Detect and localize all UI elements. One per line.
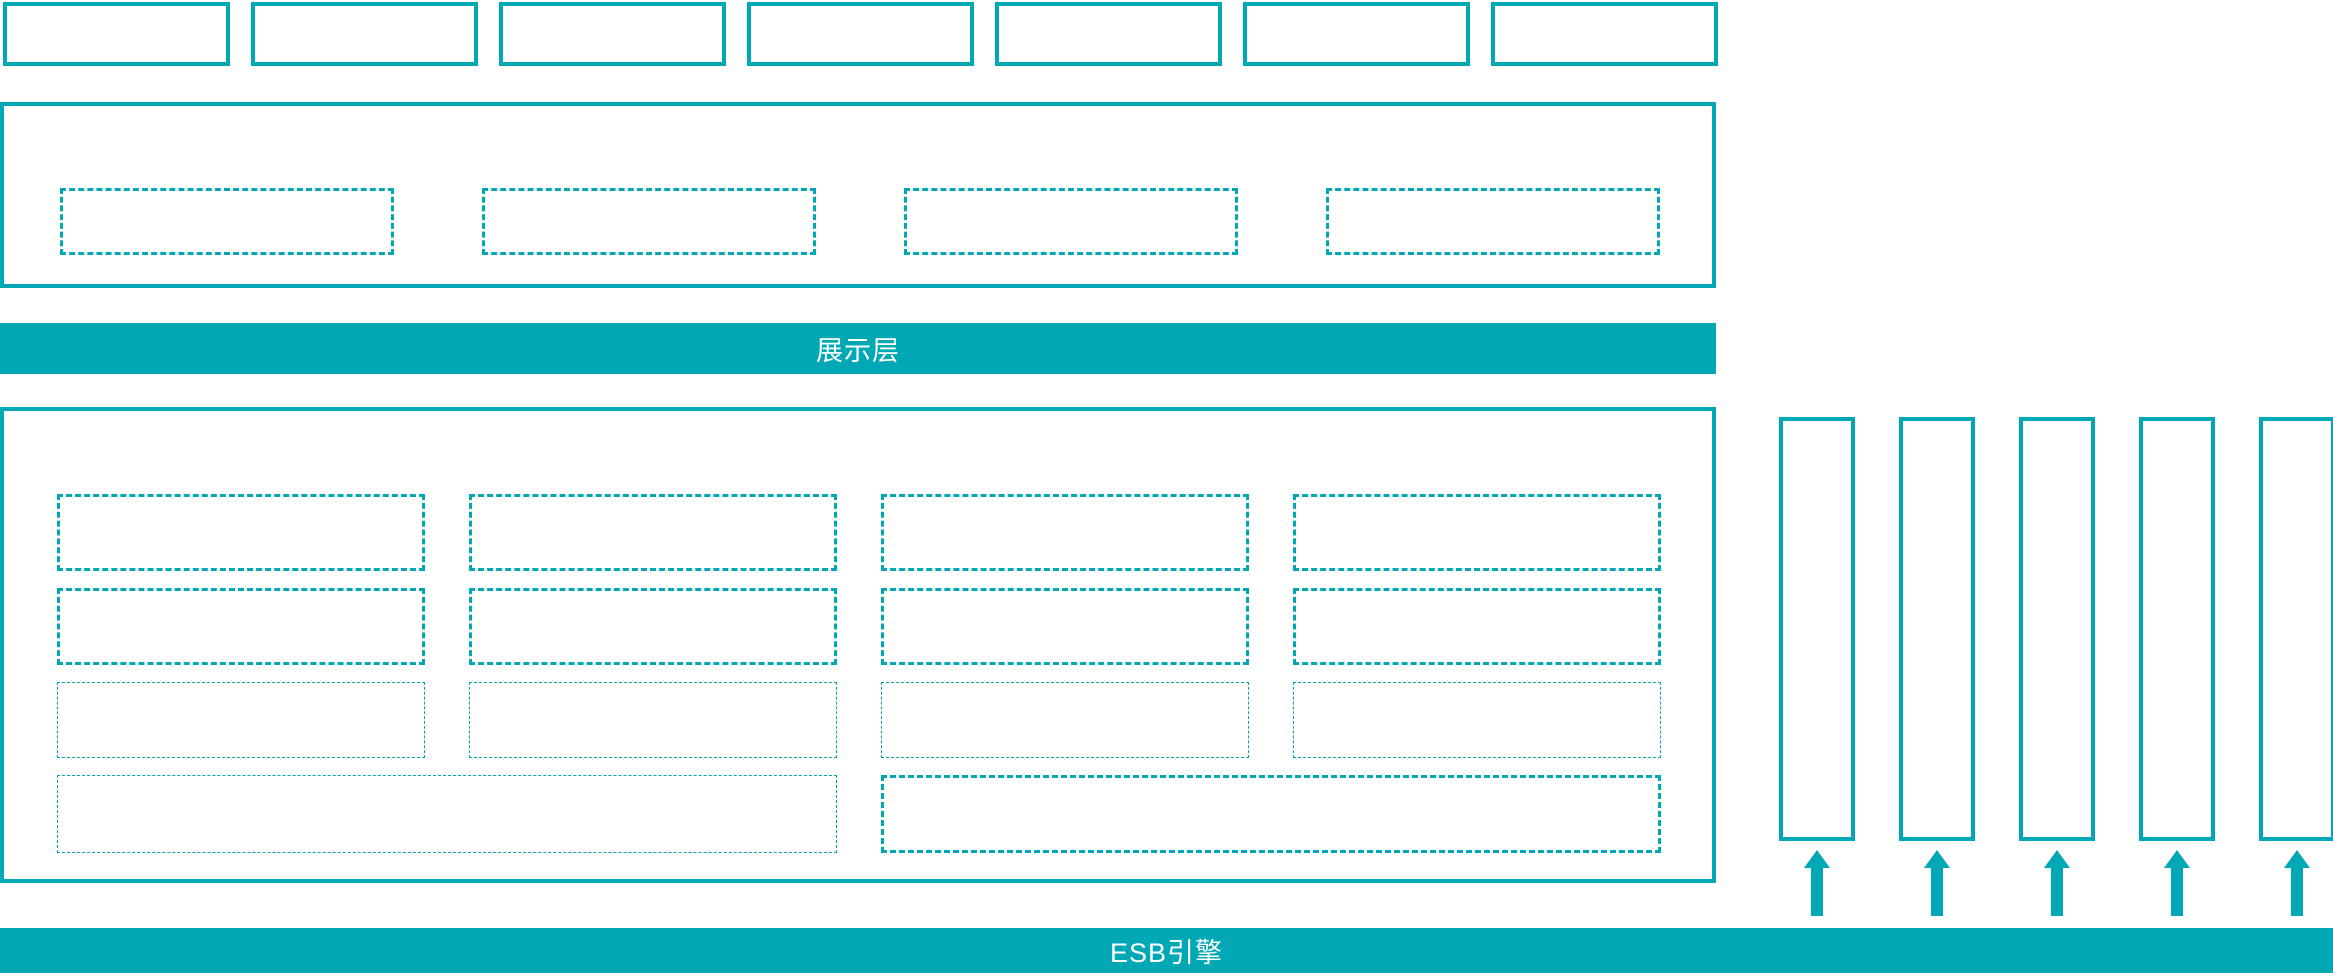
service-module-box [881, 494, 1249, 571]
up-arrow-icon [2044, 850, 2070, 916]
top-row-box [499, 2, 726, 66]
service-wide-box [57, 775, 837, 853]
service-module-box [469, 494, 837, 571]
channel-box [2139, 417, 2215, 841]
channel-column [2019, 417, 2095, 916]
presentation-layer-banner-label: 展示层 [816, 336, 900, 366]
service-module-box [57, 494, 425, 571]
service-group-box [0, 407, 1716, 883]
presentation-inner-row [60, 188, 1660, 255]
presentation-module-box [482, 188, 816, 255]
up-arrow-icon [2164, 850, 2190, 916]
top-row-box [995, 2, 1222, 66]
up-arrow-icon [1804, 850, 1830, 916]
top-row-box [251, 2, 478, 66]
service-module-box [1293, 682, 1661, 758]
presentation-module-box [1326, 188, 1660, 255]
channel-box [1899, 417, 1975, 841]
top-row-box [3, 2, 230, 66]
top-row-box [747, 2, 974, 66]
channel-column [1899, 417, 1975, 916]
service-module-box [1293, 588, 1661, 665]
up-arrow-icon [2284, 850, 2310, 916]
service-grid [57, 494, 1661, 853]
service-module-box [469, 588, 837, 665]
esb-engine-banner-label: ESB引擎 [1109, 938, 1224, 968]
presentation-module-box [904, 188, 1238, 255]
right-channel-columns [1779, 417, 2333, 916]
channel-column [2139, 417, 2215, 916]
presentation-module-box [60, 188, 394, 255]
service-module-box [881, 588, 1249, 665]
top-row [3, 2, 1718, 66]
esb-engine-banner: ESB引擎 [0, 928, 2333, 973]
presentation-layer-banner: 展示层 [0, 323, 1716, 374]
channel-box [1779, 417, 1855, 841]
service-module-box [881, 682, 1249, 758]
service-module-box [469, 682, 837, 758]
service-module-box [57, 682, 425, 758]
channel-box [2019, 417, 2095, 841]
channel-column [2259, 417, 2333, 916]
up-arrow-icon [1924, 850, 1950, 916]
service-module-box [1293, 494, 1661, 571]
top-row-box [1491, 2, 1718, 66]
service-wide-box [881, 775, 1661, 853]
channel-column [1779, 417, 1855, 916]
service-module-box [57, 588, 425, 665]
top-row-box [1243, 2, 1470, 66]
presentation-group-box [0, 102, 1716, 288]
channel-box [2259, 417, 2333, 841]
